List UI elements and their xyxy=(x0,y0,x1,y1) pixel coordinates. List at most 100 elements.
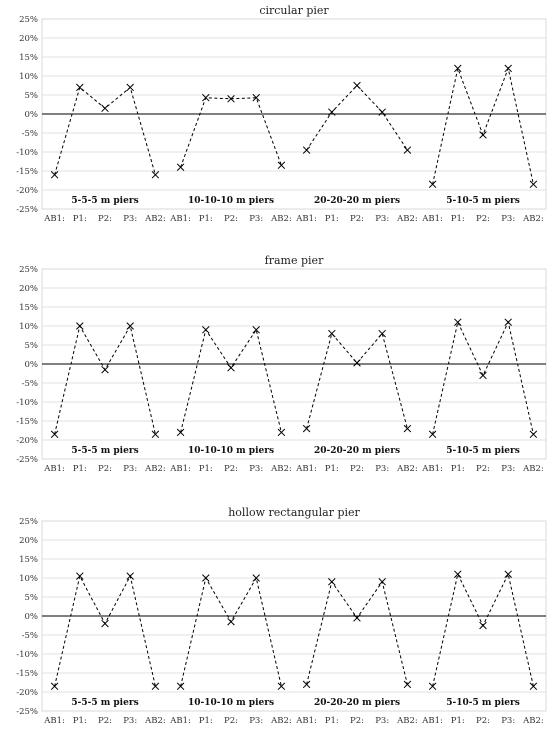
chart-panel-2: frame pier 25% 20% 15% 10% 5% 0% -5% -10% -15% -20… xyxy=(16,254,547,474)
data-point-stroke xyxy=(403,424,412,433)
data-point xyxy=(227,617,235,626)
y-tick-label: 20% xyxy=(19,536,38,546)
x-tick-label: P1: xyxy=(73,716,87,726)
y-tick-label: 10% xyxy=(19,574,38,584)
x-tick-label: AB2: xyxy=(396,716,418,726)
x-tick-label: P3: xyxy=(501,464,515,474)
x-tick-label: AB1: xyxy=(421,214,443,224)
data-point-stroke xyxy=(101,104,109,113)
data-point-stroke xyxy=(479,131,487,139)
data-point-stroke xyxy=(454,64,462,73)
x-tick-label: AB1: xyxy=(295,214,317,224)
y-tick-label: -20% xyxy=(16,688,38,698)
data-point-stroke xyxy=(50,171,59,179)
data-point xyxy=(76,572,84,580)
y-tick-label: 0% xyxy=(25,110,39,120)
data-point xyxy=(302,424,311,433)
data-point-stroke xyxy=(227,617,235,626)
x-tick-label: P1: xyxy=(325,464,339,474)
y-tick-label: -20% xyxy=(16,186,38,196)
data-point xyxy=(353,81,361,90)
x-tick-label: P2: xyxy=(98,214,112,224)
x-tick-label: AB1: xyxy=(295,464,317,474)
x-tick-label: AB1: xyxy=(169,464,191,474)
data-point xyxy=(277,428,286,437)
data-point xyxy=(126,572,134,580)
x-tick-label: P2: xyxy=(98,464,112,474)
data-point-stroke xyxy=(151,430,160,439)
data-point xyxy=(378,329,386,338)
data-point xyxy=(50,430,59,439)
data-point xyxy=(504,64,512,73)
data-point xyxy=(76,322,84,330)
data-point xyxy=(529,682,538,691)
data-point-stroke xyxy=(202,574,210,582)
data-point xyxy=(151,171,160,179)
data-point xyxy=(101,619,109,628)
data-point xyxy=(151,430,160,439)
chart-panel-3: hollow rectangular pier 25% 20% 15% 10% 5% 0% -… xyxy=(16,506,547,726)
data-point-stroke xyxy=(378,108,386,116)
data-point xyxy=(403,424,412,433)
x-tick-label: AB1: xyxy=(43,464,65,474)
x-tick-label: AB2: xyxy=(396,214,418,224)
x-tick-label: AB2: xyxy=(144,214,166,224)
data-point-stroke xyxy=(479,371,487,380)
data-point xyxy=(50,171,59,179)
series-line xyxy=(54,86,156,175)
data-point xyxy=(428,430,437,439)
data-point xyxy=(202,326,210,334)
group-label: 10-10-10 m piers xyxy=(188,196,274,206)
data-point-stroke xyxy=(428,430,437,439)
data-point-stroke xyxy=(176,163,185,171)
data-point-stroke xyxy=(454,318,462,326)
data-point xyxy=(428,180,437,189)
data-point xyxy=(428,682,437,691)
data-point-stroke xyxy=(378,329,386,338)
x-tick-label: P3: xyxy=(375,214,389,224)
data-point-stroke xyxy=(504,570,512,578)
x-tick-label: P2: xyxy=(476,716,490,726)
data-point xyxy=(353,614,361,622)
data-point xyxy=(101,365,109,374)
y-tick-label: 0% xyxy=(25,612,39,622)
y-tick-label: 0% xyxy=(25,360,39,370)
y-tick-label: 25% xyxy=(19,517,38,527)
data-point xyxy=(202,574,210,582)
data-point-stroke xyxy=(529,180,538,189)
data-point-stroke xyxy=(176,428,185,437)
data-point-stroke xyxy=(529,430,538,439)
data-point xyxy=(277,161,286,170)
data-point-stroke xyxy=(50,430,59,439)
y-tick-label: -5% xyxy=(22,129,38,139)
data-point-stroke xyxy=(126,83,134,92)
data-point xyxy=(479,621,487,630)
group-label: 10-10-10 m piers xyxy=(188,698,274,708)
data-point-stroke xyxy=(328,578,336,586)
y-tick-label: -25% xyxy=(16,707,38,717)
group-label: 5-5-5 m piers xyxy=(71,698,138,708)
group-label: 5-10-5 m piers xyxy=(446,196,520,206)
data-point-stroke xyxy=(202,326,210,334)
data-point-stroke xyxy=(126,322,134,330)
data-point xyxy=(328,329,336,338)
data-point xyxy=(504,318,512,326)
chart-panel-1: circular pier 25% 20% 15% 10% 5% 0% -5% -10% -15%… xyxy=(16,4,547,224)
x-tick-label: AB2: xyxy=(522,716,544,726)
data-point xyxy=(479,371,487,380)
x-tick-label: P3: xyxy=(501,214,515,224)
data-point xyxy=(328,108,336,116)
data-point-stroke xyxy=(277,682,286,691)
chart-title: circular pier xyxy=(259,4,329,17)
data-point-stroke xyxy=(454,570,462,578)
data-point-stroke xyxy=(126,572,134,580)
x-tick-label: P2: xyxy=(350,214,364,224)
data-point-stroke xyxy=(353,81,361,90)
group-label: 5-5-5 m piers xyxy=(71,196,138,206)
x-tick-label: P1: xyxy=(73,214,87,224)
x-tick-label: P1: xyxy=(451,464,465,474)
x-tick-label: AB1: xyxy=(421,716,443,726)
x-tick-label: P1: xyxy=(325,716,339,726)
data-point xyxy=(176,428,185,437)
data-point xyxy=(504,570,512,578)
